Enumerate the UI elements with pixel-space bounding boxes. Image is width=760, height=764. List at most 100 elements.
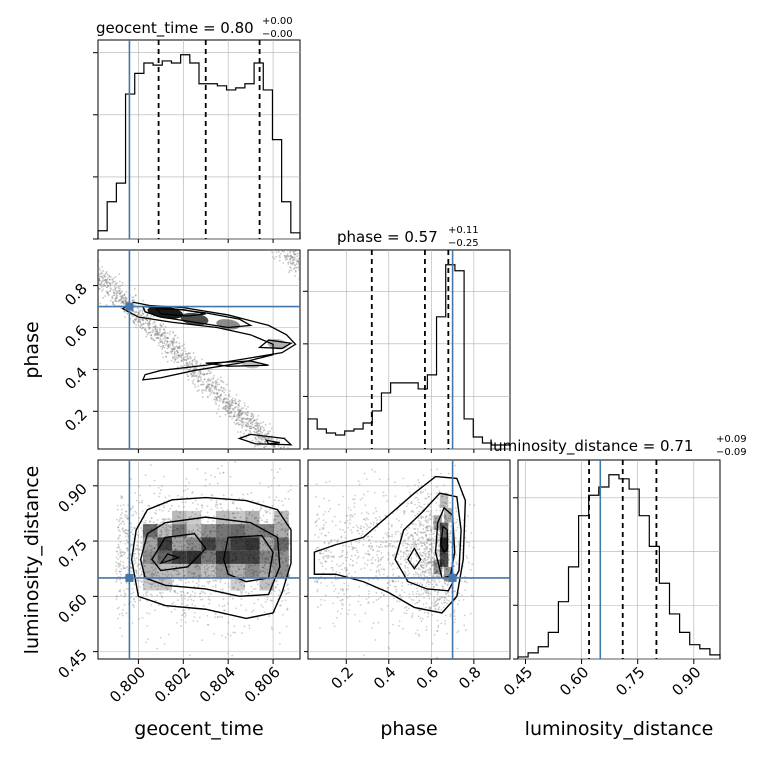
scatter-point [173, 355, 175, 358]
scatter-point [117, 543, 120, 546]
scatter-point [230, 398, 233, 401]
scatter-point [231, 407, 234, 410]
scatter-point [331, 520, 334, 523]
scatter-point [140, 535, 143, 538]
scatter-point [237, 565, 240, 568]
density-cell [245, 524, 260, 538]
scatter-point [102, 279, 105, 282]
scatter-point [424, 489, 427, 491]
scatter-point [334, 587, 337, 590]
scatter-point [427, 581, 430, 583]
scatter-point [145, 318, 148, 321]
scatter-point [262, 569, 265, 572]
scatter-point [336, 563, 338, 566]
scatter-point [187, 581, 190, 583]
scatter-point [224, 407, 227, 410]
scatter-point [173, 608, 176, 611]
scatter-point [121, 300, 124, 303]
scatter-point [232, 401, 234, 404]
scatter-point [276, 515, 279, 518]
scatter-point [185, 363, 188, 365]
scatter-point [427, 538, 430, 541]
scatter-point [126, 565, 129, 568]
scatter-point [167, 606, 169, 609]
scatter-point [429, 607, 431, 610]
scatter-point [141, 529, 144, 532]
scatter-point [126, 532, 129, 535]
scatter-point [126, 517, 128, 520]
scatter-point [420, 516, 423, 519]
scatter-point [155, 337, 158, 340]
scatter-point [210, 574, 213, 577]
scatter-point [272, 445, 275, 448]
scatter-point [191, 371, 194, 374]
scatter-point [198, 373, 201, 376]
scatter-point [144, 519, 147, 522]
scatter-point [336, 540, 339, 543]
scatter-point [401, 542, 404, 545]
scatter-point [346, 574, 348, 577]
scatter-point [145, 329, 148, 332]
scatter-point [273, 446, 276, 448]
scatter-point [137, 580, 140, 582]
scatter-point [435, 562, 438, 565]
scatter-point [173, 590, 176, 593]
scatter-point [359, 527, 362, 530]
scatter-point [214, 386, 216, 389]
scatter-point [229, 395, 231, 398]
scatter-point [340, 536, 343, 539]
scatter-point [278, 642, 281, 645]
scatter-point [167, 346, 170, 349]
scatter-point [111, 278, 114, 281]
scatter-point [294, 269, 297, 272]
scatter-point [199, 362, 202, 365]
scatter-point [367, 553, 370, 555]
scatter-point [193, 531, 196, 534]
scatter-point [467, 515, 469, 517]
scatter-point [401, 627, 404, 630]
scatter-point [98, 275, 100, 277]
scatter-point [427, 552, 430, 554]
scatter-point [283, 590, 285, 592]
scatter-point [163, 475, 166, 478]
scatter-point [238, 412, 240, 415]
scatter-point [417, 479, 420, 481]
scatter-point [103, 279, 106, 282]
scatter-point [185, 614, 187, 616]
scatter-point [125, 567, 127, 569]
scatter-point [349, 595, 351, 598]
scatter-point [151, 328, 154, 331]
scatter-point [381, 546, 384, 549]
scatter-point [410, 545, 413, 548]
scatter-point [426, 546, 428, 549]
scatter-point [416, 587, 418, 590]
scatter-point [286, 584, 288, 587]
scatter-point [163, 336, 166, 339]
scatter-point [191, 542, 193, 545]
scatter-point [427, 529, 429, 532]
scatter-point [153, 547, 156, 550]
scatter-point [108, 278, 111, 281]
scatter-point [115, 570, 117, 573]
scatter-point [133, 304, 136, 307]
scatter-point [105, 272, 108, 274]
scatter-point [466, 557, 469, 559]
scatter-point [341, 555, 344, 558]
scatter-point [233, 413, 236, 416]
scatter-point [397, 553, 400, 555]
scatter-point [279, 250, 282, 251]
scatter-point [204, 573, 207, 576]
scatter-point [206, 372, 209, 375]
scatter-point [212, 579, 215, 582]
scatter-point [421, 523, 423, 526]
scatter-point [278, 440, 281, 442]
scatter-point [112, 294, 115, 297]
scatter-point [197, 379, 200, 382]
scatter-point [133, 583, 136, 586]
scatter-point [148, 327, 151, 330]
scatter-point [430, 543, 432, 546]
scatter-point [98, 268, 100, 270]
scatter-point [245, 418, 248, 421]
scatter-point [430, 509, 433, 512]
scatter-point [233, 625, 236, 628]
